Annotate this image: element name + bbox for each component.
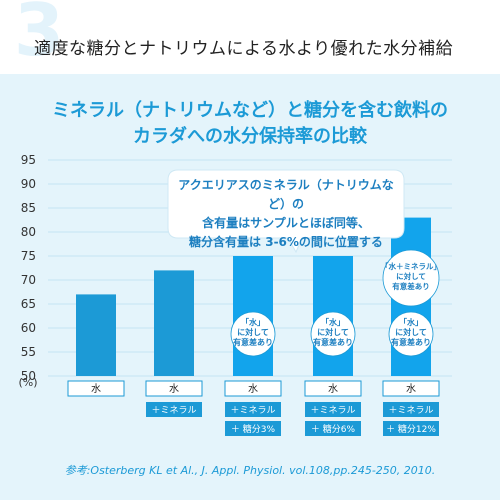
y-tick-label: 90 [21, 177, 36, 191]
callout-bubble [167, 169, 405, 254]
category-box [224, 380, 282, 397]
category-tag-label: ＋ミネラル [230, 405, 275, 416]
reference-note: 参考:Osterberg KL et Al., J. Appl. Physiol… [64, 464, 436, 477]
y-tick-label: 85 [21, 201, 36, 215]
category-box [145, 380, 203, 397]
category-tag-label: ＋ 糖分12% [386, 423, 436, 435]
category-tag-label: ＋ 糖分6% [311, 423, 356, 435]
y-tick-label: 95 [21, 153, 36, 167]
category-tag-label: ＋ミネラル [388, 405, 433, 416]
significance-text: 「水」 [399, 317, 423, 327]
category-label: 水 [169, 383, 179, 395]
significance-text: 有意差あり [392, 281, 430, 291]
significance-text: 有意差あり [391, 337, 431, 347]
headline: 適度な糖分とナトリウムによる水より優れた水分補給 [34, 39, 454, 59]
y-tick-label: 55 [21, 345, 36, 359]
category-tag-box [225, 402, 281, 417]
category-tag-box [146, 402, 202, 417]
category-label: 水 [328, 383, 338, 395]
category-tag-box [383, 421, 439, 436]
chart-title-line2: カラダへの水分保持率の比較 [133, 126, 367, 147]
category-label: 水 [406, 383, 416, 395]
significance-text: 有意差あり [313, 337, 353, 347]
bar [76, 294, 116, 376]
category-box [304, 380, 362, 397]
significance-text: に対して [237, 327, 269, 337]
bar [154, 270, 194, 376]
category-tag-box [305, 421, 361, 436]
y-tick-label: 75 [21, 249, 36, 263]
category-box [67, 380, 125, 397]
callout-text: アクエリアスのミネラル（ナトリウムなど）の 含有量はサンプルとほぼ同等、 糖分含… [174, 176, 398, 252]
category-tag-box [383, 402, 439, 417]
significance-text: 有意差あり [233, 337, 273, 347]
y-tick-label: 70 [21, 273, 36, 287]
y-tick-label: 60 [21, 321, 36, 335]
category-label: 水 [248, 383, 258, 395]
category-label: 水 [91, 383, 101, 395]
significance-text: 「水」 [241, 317, 265, 327]
callout-line3: 糖分含有量は 3-6%の間に位置する [189, 235, 383, 249]
chart-title-line1: ミネラル（ナトリウムなど）と糖分を含む飲料の [52, 100, 448, 121]
section-number: 3 [14, 0, 65, 72]
y-tick-label: 80 [21, 225, 36, 239]
category-tag-box [225, 421, 281, 436]
category-tag-label: ＋ミネラル [151, 405, 196, 416]
significance-text: に対して [395, 327, 427, 337]
category-tag-label: ＋ 糖分3% [231, 423, 276, 435]
category-tag-label: ＋ミネラル [310, 405, 355, 416]
callout-line2: 含有量はサンプルとほぼ同等、 [202, 216, 370, 230]
significance-text: 「水＋ミネラル」 [381, 261, 441, 271]
category-box [382, 380, 440, 397]
significance-badge [388, 311, 434, 357]
significance-text: に対して [317, 327, 349, 337]
y-tick-label: 65 [21, 297, 36, 311]
significance-text: 「水」 [321, 317, 345, 327]
significance-text: に対して [396, 271, 426, 281]
category-tag-box [305, 402, 361, 417]
y-axis-unit: (%) [18, 376, 37, 389]
significance-badge [382, 249, 440, 307]
significance-badge [230, 311, 276, 357]
significance-badge [310, 311, 356, 357]
y-tick-label: 50 [21, 369, 36, 383]
callout-line1: アクエリアスのミネラル（ナトリウムなど）の [178, 178, 394, 211]
